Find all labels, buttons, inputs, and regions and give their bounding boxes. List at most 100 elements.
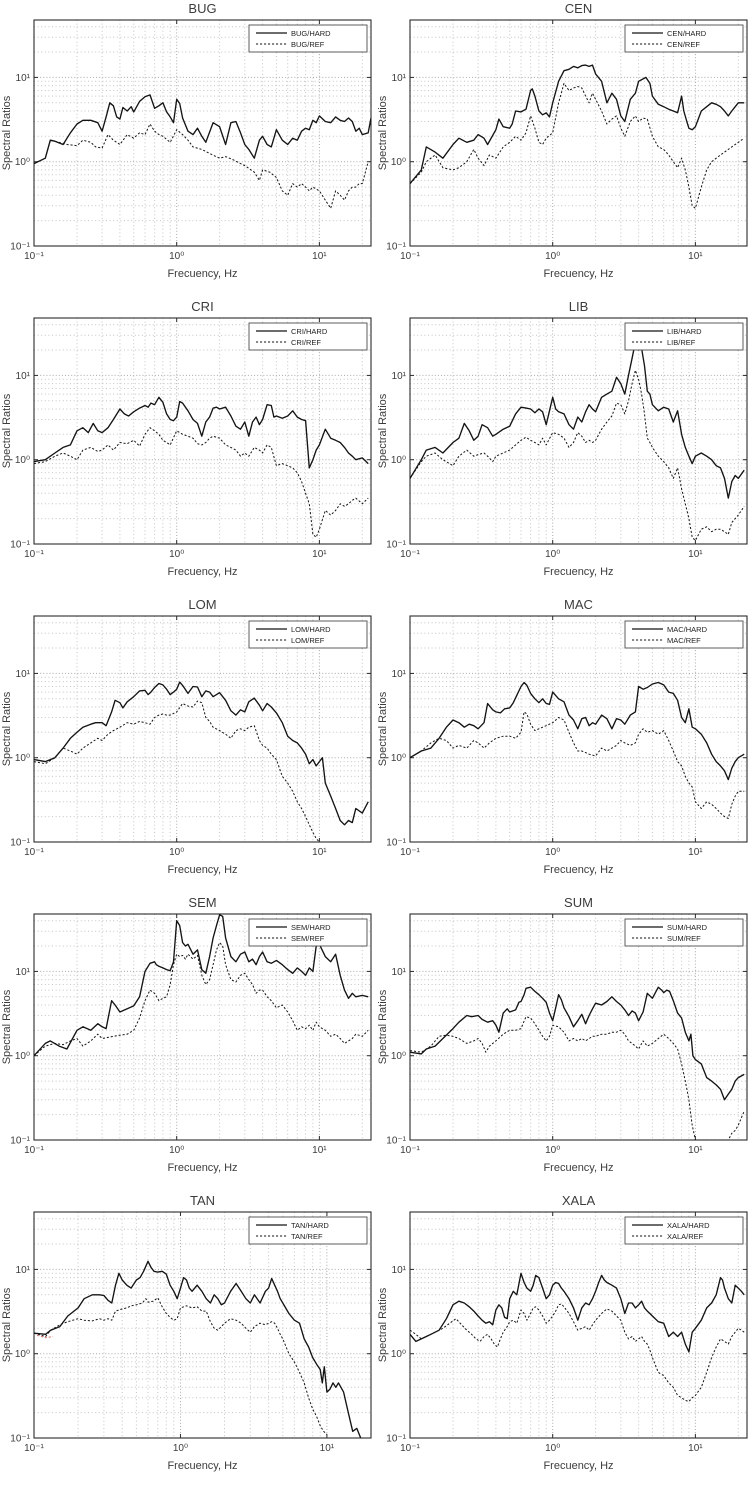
y-tick-label: 10⁰ (391, 1051, 406, 1062)
chart-canvas: 10⁻¹ 10⁰ 10¹ 10⁻¹ 10⁰ 10¹ LIB/HARD LIB/REF LIB Fr… (377, 299, 748, 578)
axis-ticks: 10⁻¹ 10⁰ 10¹ 10⁻¹ 10⁰ 10¹ (10, 616, 371, 858)
x-tick-label: 10⁻¹ (400, 847, 420, 858)
y-tick-label: 10¹ (392, 967, 407, 978)
plot-border (409, 19, 748, 247)
y-axis-label: Spectral Ratios (1, 95, 13, 170)
x-tick-label: 10¹ (688, 549, 703, 560)
chart-canvas: 10⁻¹ 10⁰ 10¹ 10⁻¹ 10⁰ 10¹ SUM/HARD SUM/REF SUM Fr… (377, 895, 748, 1174)
x-tick-label: 10⁰ (545, 1443, 560, 1454)
chart-panel: 10⁻¹ 10⁰ 10¹ 10⁻¹ 10⁰ 10¹ SEM/HARD SEM/REF SEM Fr… (0, 894, 376, 1192)
series-line-sem-hard (34, 914, 369, 1057)
chart-title: MAC (564, 597, 593, 612)
series-group (34, 914, 369, 1057)
chart-title: LOM (188, 597, 216, 612)
chart-panel: 10⁻¹ 10⁰ 10¹ 10⁻¹ 10⁰ 10¹ SUM/HARD SUM/REF SUM Fr… (376, 894, 752, 1192)
grid-lines (409, 1212, 747, 1439)
x-axis-label: Frecuency, Hz (167, 1162, 237, 1174)
x-axis-label: Frecuency, Hz (167, 268, 237, 280)
legend: BUG/HARD BUG/REF (248, 24, 368, 53)
y-axis-label: Spectral Ratios (377, 1287, 389, 1362)
series-line-mac-ref (410, 711, 745, 819)
x-tick-label: 10⁻¹ (400, 1443, 420, 1454)
x-tick-label: 10⁻¹ (400, 1145, 420, 1156)
legend-label: TAN/HARD (291, 1221, 329, 1230)
series-group (410, 1272, 745, 1403)
x-axis-label: Frecuency, Hz (167, 566, 237, 578)
x-axis-label: Frecuency, Hz (543, 1162, 613, 1174)
legend-label: LOM/REF (291, 636, 325, 645)
annotation-red-segment (36, 1334, 54, 1339)
x-axis-label: Frecuency, Hz (167, 1460, 237, 1472)
legend: SEM/HARD SEM/REF (248, 918, 368, 947)
chart-panel: 10⁻¹ 10⁰ 10¹ 10⁻¹ 10⁰ 10¹ LOM/HARD LOM/REF LOM Fr… (0, 596, 376, 894)
x-tick-label: 10⁰ (173, 1443, 188, 1454)
chart-panel: 10⁻¹ 10⁰ 10¹ 10⁻¹ 10⁰ 10¹ CEN/HARD CEN/REF CEN Fr… (376, 0, 752, 298)
legend: CEN/HARD CEN/REF (624, 24, 744, 53)
chart-canvas: 10⁻¹ 10⁰ 10¹ 10⁻¹ 10⁰ 10¹ MAC/HARD MAC/REF MAC Fr… (377, 597, 748, 876)
chart-title: BUG (188, 1, 216, 16)
x-tick-label: 10⁻¹ (400, 251, 420, 262)
plot-border (33, 913, 372, 1141)
x-axis-label: Frecuency, Hz (543, 566, 613, 578)
chart-panel: 10⁻¹ 10⁰ 10¹ 10⁻¹ 10⁰ 10¹ XALA/HARD XALA/REF XAL… (376, 1192, 752, 1490)
legend-label: XALA/REF (667, 1232, 704, 1241)
y-tick-label: 10¹ (392, 371, 407, 382)
y-tick-label: 10⁰ (15, 753, 30, 764)
axis-ticks: 10⁻¹ 10⁰ 10¹ 10⁻¹ 10⁰ 10¹ (10, 20, 371, 262)
plot-border (409, 615, 748, 843)
y-tick-label: 10⁻¹ (10, 838, 30, 849)
x-tick-label: 10⁻¹ (24, 549, 44, 560)
x-tick-label: 10⁻¹ (400, 549, 420, 560)
legend-label: SUM/HARD (667, 923, 708, 932)
legend-label: SEM/REF (291, 934, 325, 943)
y-tick-label: 10¹ (392, 669, 407, 680)
chart-canvas: 10⁻¹ 10⁰ 10¹10⁻¹10⁰10¹XALA/HARDXALA/REFXAL… (377, 1193, 748, 1472)
series-group (410, 681, 745, 819)
plot-border (409, 317, 748, 545)
series-line-sum-ref (410, 1016, 745, 1140)
axis-ticks: 10⁻¹ 10⁰ 10¹ 10⁻¹ 10⁰ 10¹ (386, 914, 747, 1156)
legend-label: MAC/REF (667, 636, 701, 645)
y-tick-label: 10¹ (16, 1265, 31, 1276)
grid-lines (409, 914, 747, 1141)
chart-canvas: 10⁻¹ 10⁰ 10¹ 10⁻¹ 10⁰ 10¹ SEM/HARD SEM/REF SEM Fr… (1, 895, 372, 1174)
y-tick-label: 10¹ (392, 73, 407, 84)
axis-ticks: 10⁻¹ 10⁰ 10¹ 10⁻¹ 10⁰ 10¹ (10, 914, 371, 1156)
chart-panel: 10⁻¹ 10⁰ 10¹ 10⁻¹ 10⁰ 10¹ TAN/HARD TAN/REF TAN Fr… (0, 1192, 376, 1490)
chart-panel: 10⁻¹ 10⁰ 10¹ 10⁻¹ 10⁰ 10¹ CRI/HARD CRI/REF CRI Fr… (0, 298, 376, 596)
chart-panel: 10⁻¹ 10⁰ 10¹ 10⁻¹ 10⁰ 10¹ LIB/HARD LIB/REF LIB Fr… (376, 298, 752, 596)
chart-canvas: 10⁻¹ 10⁰ 10¹ 10⁻¹ 10⁰ 10¹ BUG/HARD BUG/REF BUG Fr… (1, 1, 372, 280)
legend-label: BUG/REF (291, 40, 325, 49)
chart-canvas: 10⁻¹ 10⁰ 10¹ 10⁻¹ 10⁰ 10¹ CEN/HARD CEN/REF CEN Fr… (377, 1, 748, 280)
plot-border (33, 1211, 372, 1439)
axis-ticks: 10⁻¹ 10⁰ 10¹ 10⁻¹ 10⁰ 10¹ (386, 318, 747, 560)
x-tick-label: 10¹ (312, 251, 327, 262)
grid-lines (409, 20, 747, 247)
series-line-tan-ref (34, 1297, 328, 1435)
x-tick-label: 10⁰ (545, 847, 560, 858)
legend: XALA/HARD XALA/REF (624, 1216, 744, 1245)
series-line-lib-ref (410, 369, 745, 541)
y-tick-label: 10⁻¹ (10, 1136, 30, 1147)
axis-ticks: 10⁻¹ 10⁰ 10¹ 10⁻¹ 10⁰ 10¹ (10, 1212, 371, 1454)
chart-canvas: 10⁻¹ 10⁰ 10¹ 10⁻¹ 10⁰ 10¹ CRI/HARD CRI/REF CRI Fr… (1, 299, 372, 578)
legend: TAN/HARD TAN/REF (248, 1216, 368, 1245)
series-group (34, 94, 371, 209)
plot-border (33, 317, 372, 545)
legend-label: MAC/HARD (667, 625, 708, 634)
x-tick-label: 10⁻¹ (24, 1443, 44, 1454)
y-tick-label: 10⁰ (391, 157, 406, 168)
series-line-lom-ref (34, 700, 320, 842)
y-tick-label: 10⁰ (15, 1051, 30, 1062)
legend-label: SUM/REF (667, 934, 701, 943)
grid-lines (409, 318, 747, 545)
y-tick-label: 10⁻¹ (10, 540, 30, 551)
legend-label: CRI/REF (291, 338, 321, 347)
series-line-sum-hard (410, 986, 745, 1101)
plot-border (33, 615, 372, 843)
chart-title: TAN (190, 1193, 215, 1208)
x-tick-label: 10⁰ (169, 1145, 184, 1156)
chart-title: XALA (562, 1193, 596, 1208)
x-tick-label: 10¹ (688, 251, 703, 262)
legend: MAC/HARD MAC/REF (624, 620, 744, 649)
